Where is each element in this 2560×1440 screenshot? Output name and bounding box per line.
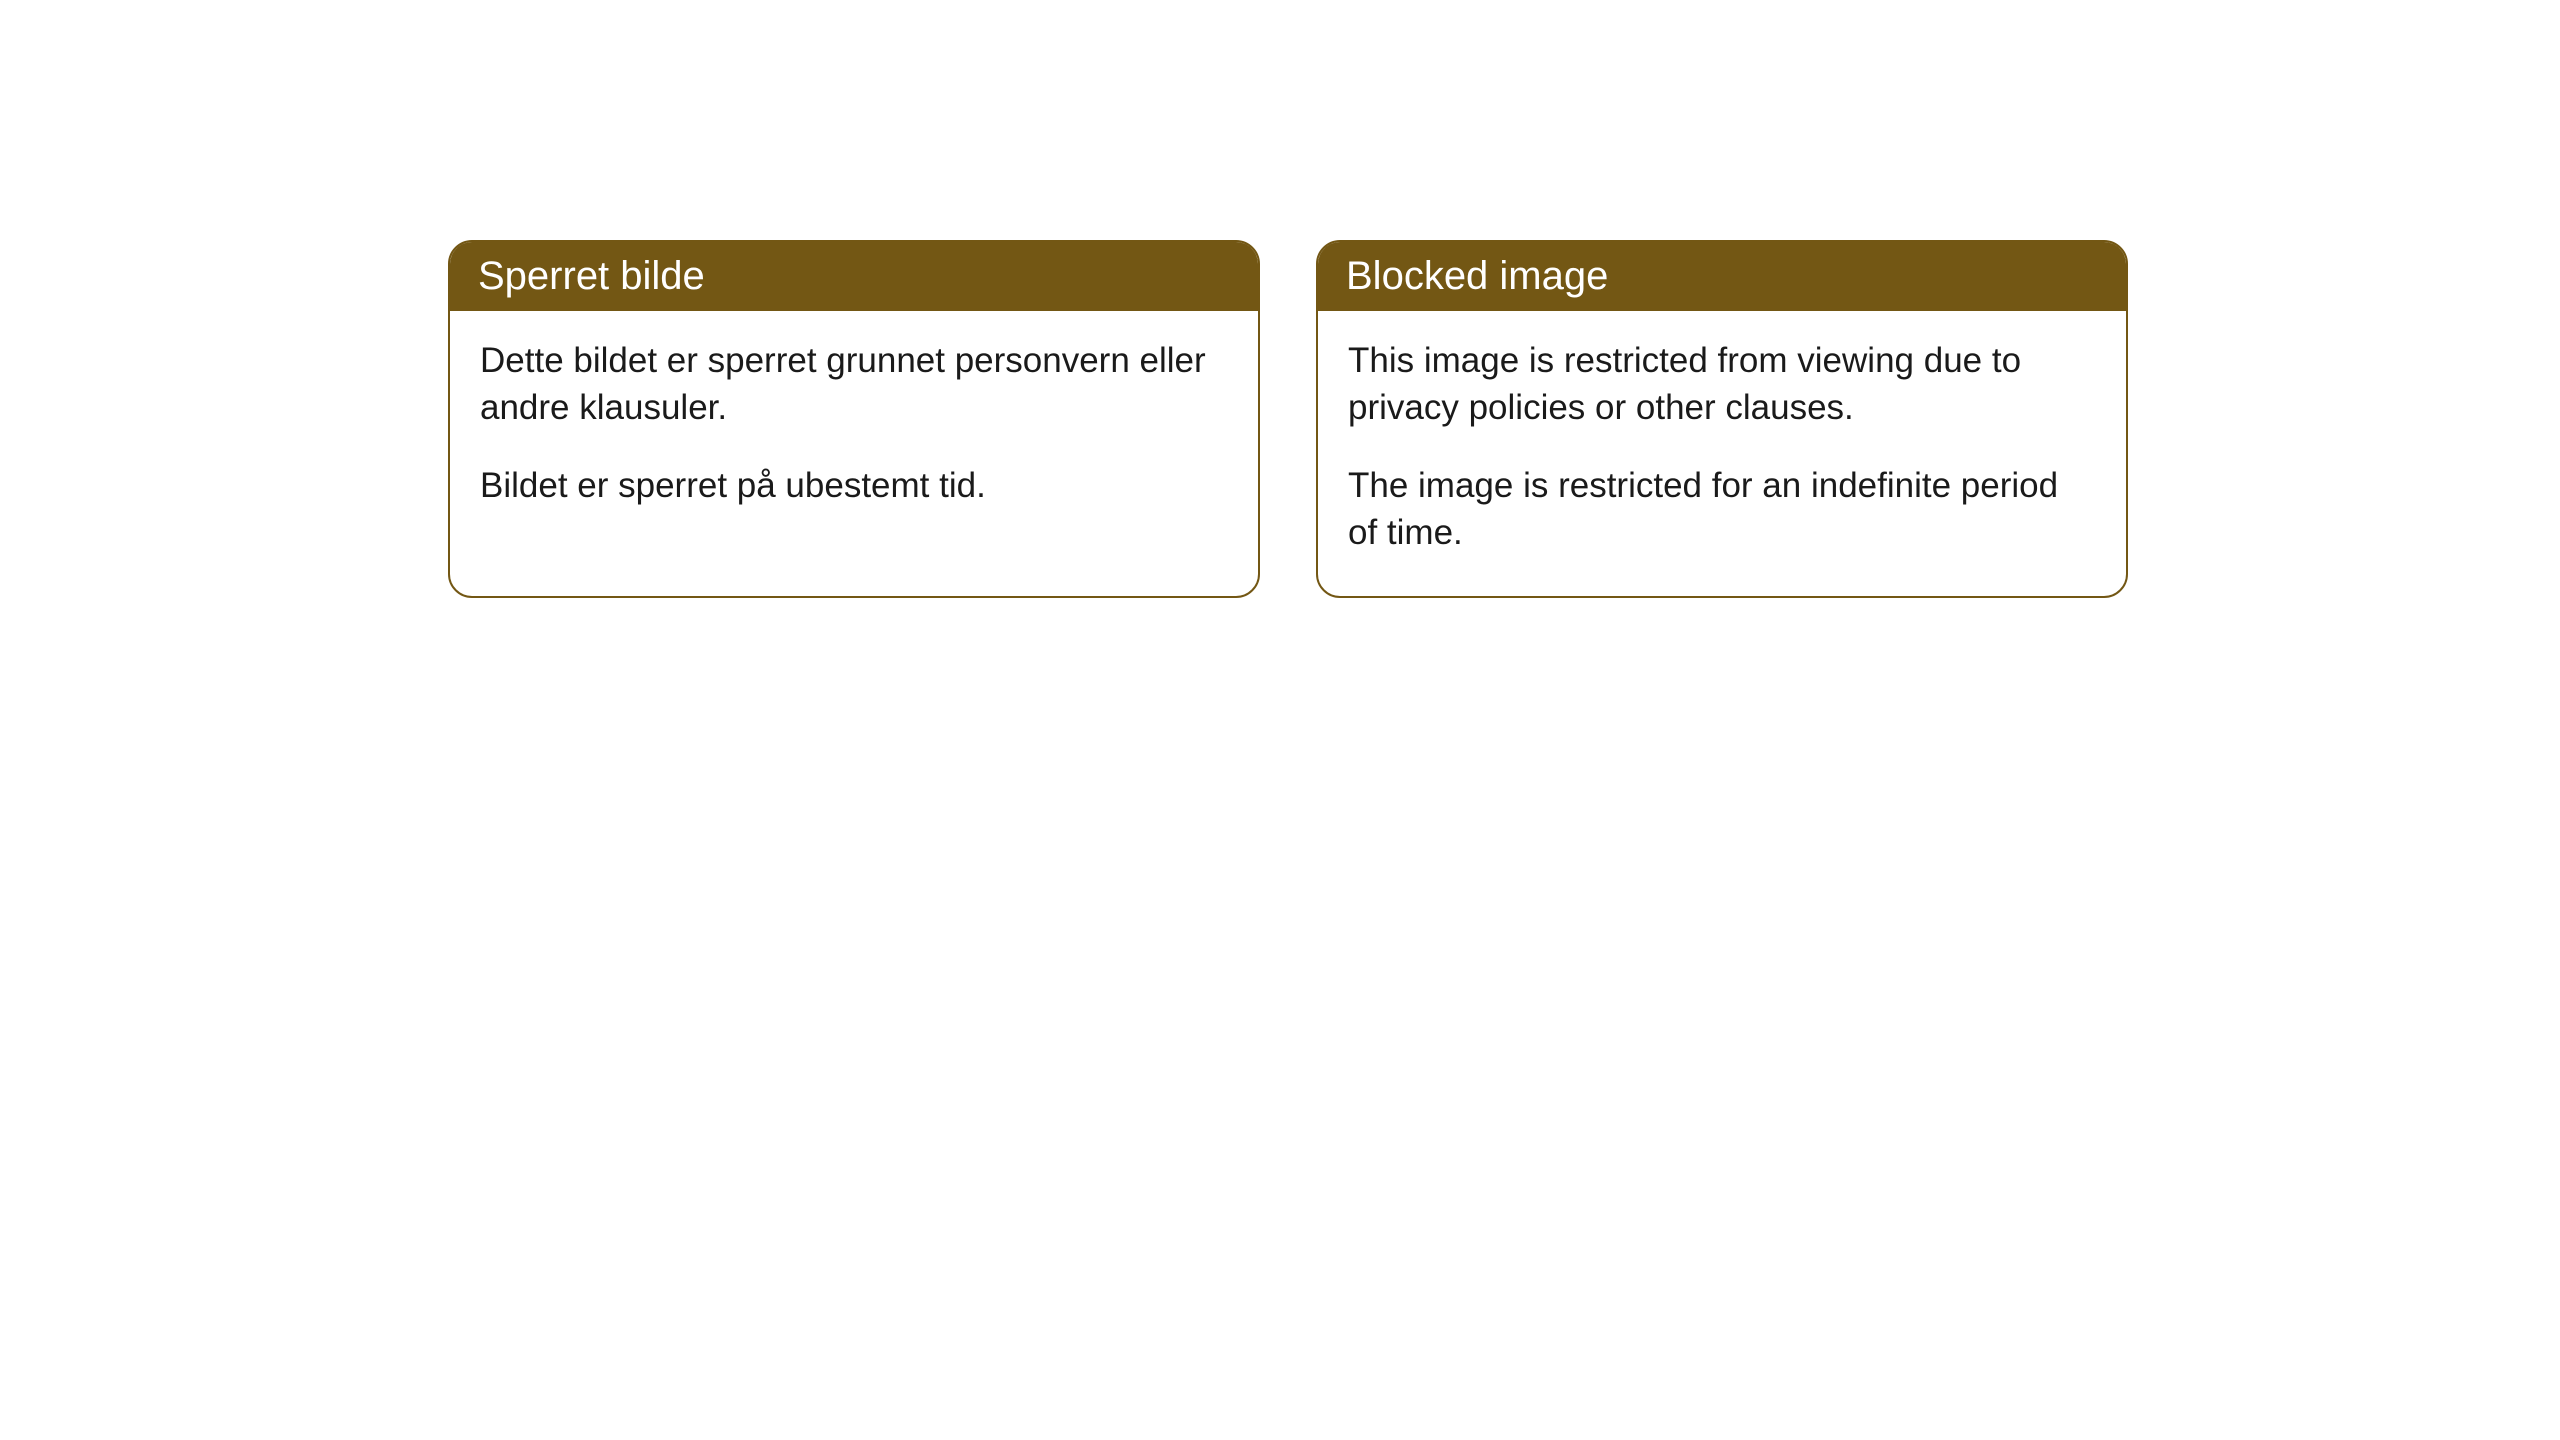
card-title: Blocked image	[1346, 254, 1608, 298]
card-body-english: This image is restricted from viewing du…	[1318, 311, 2126, 596]
card-title: Sperret bilde	[478, 254, 705, 298]
card-paragraph-1: Dette bildet er sperret grunnet personve…	[480, 337, 1228, 432]
card-paragraph-2: Bildet er sperret på ubestemt tid.	[480, 462, 1228, 509]
card-body-norwegian: Dette bildet er sperret grunnet personve…	[450, 311, 1258, 549]
card-header-english: Blocked image	[1318, 242, 2126, 311]
card-header-norwegian: Sperret bilde	[450, 242, 1258, 311]
notice-card-norwegian: Sperret bilde Dette bildet er sperret gr…	[448, 240, 1260, 598]
card-paragraph-2: The image is restricted for an indefinit…	[1348, 462, 2096, 557]
card-paragraph-1: This image is restricted from viewing du…	[1348, 337, 2096, 432]
notice-cards-container: Sperret bilde Dette bildet er sperret gr…	[448, 240, 2128, 598]
notice-card-english: Blocked image This image is restricted f…	[1316, 240, 2128, 598]
